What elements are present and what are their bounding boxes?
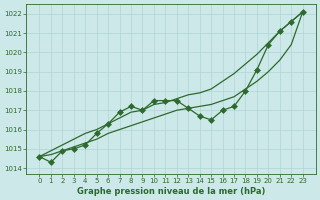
X-axis label: Graphe pression niveau de la mer (hPa): Graphe pression niveau de la mer (hPa)	[77, 187, 265, 196]
